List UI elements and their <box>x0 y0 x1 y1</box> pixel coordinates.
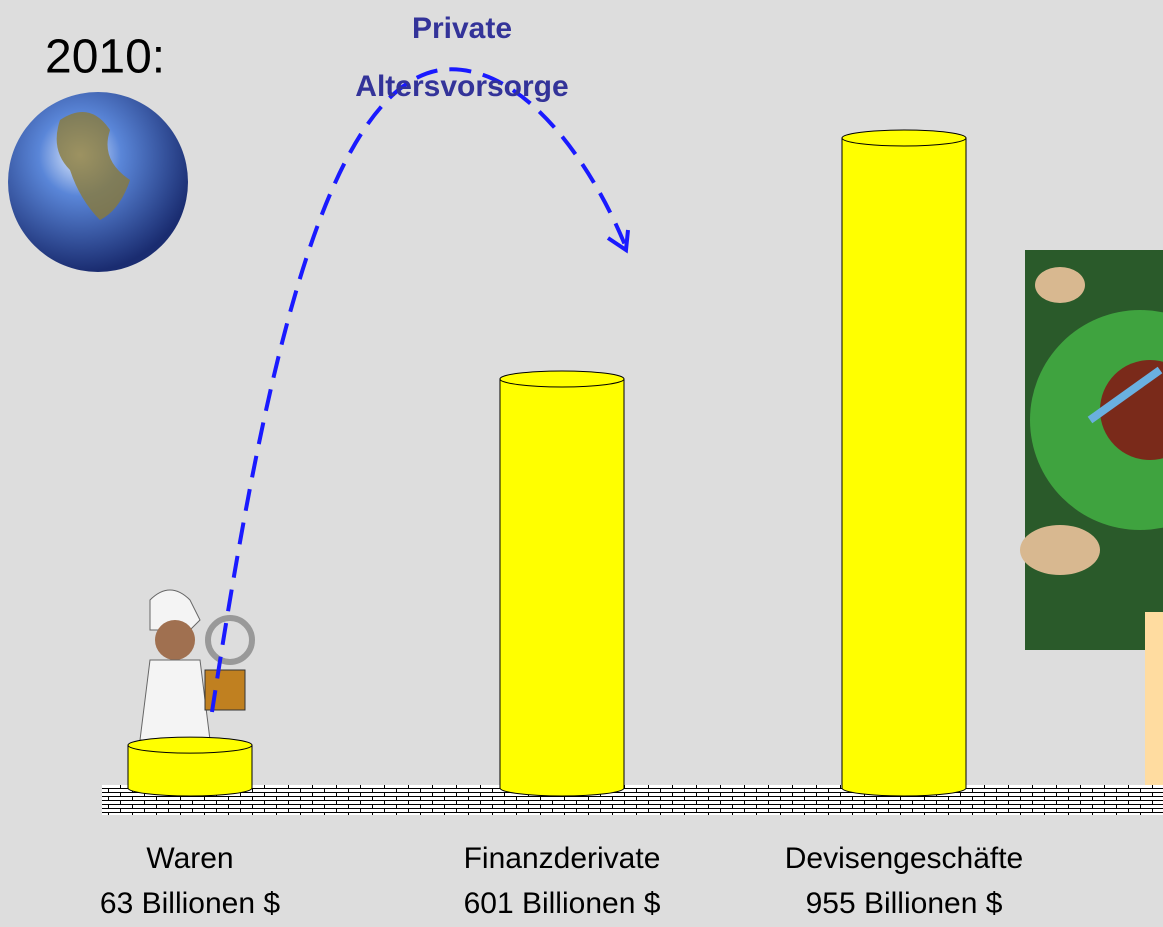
annotation: Altersvorsorge <box>355 70 568 103</box>
ground <box>102 785 1163 815</box>
bar <box>499 378 625 797</box>
value-label: 955 Billionen $ <box>806 887 1003 920</box>
category-label: Waren <box>146 842 233 875</box>
figure-icon <box>139 589 255 741</box>
category-label: Devisengeschäfte <box>785 842 1023 875</box>
slide-title: 2010: <box>45 31 165 84</box>
bar <box>127 744 253 797</box>
category-label: Finanzderivate <box>464 842 661 875</box>
annotation: Private <box>412 12 512 45</box>
value-label: 63 Billionen $ <box>100 887 280 920</box>
arrow-arc <box>210 67 627 713</box>
bar <box>841 137 967 797</box>
value-label: 601 Billionen $ <box>464 887 661 920</box>
casino-image <box>1020 250 1163 650</box>
orange-box <box>1145 612 1163 802</box>
bar-top <box>499 370 625 388</box>
arrow-head <box>606 229 630 254</box>
globe-icon <box>8 92 188 272</box>
bar-top <box>127 736 253 754</box>
bar-top <box>841 129 967 147</box>
